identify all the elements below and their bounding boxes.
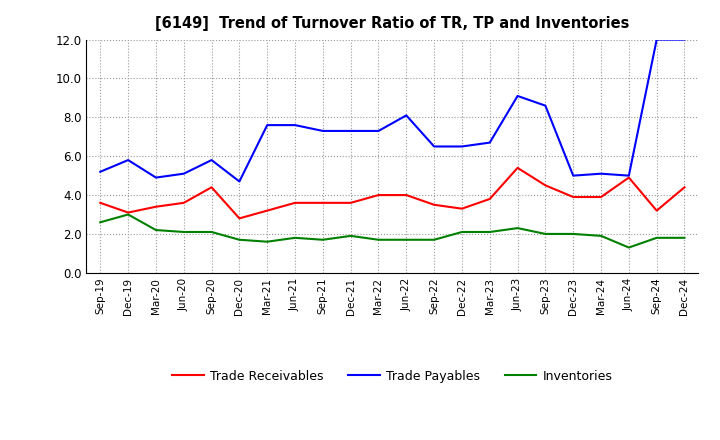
Trade Payables: [318, 128, 327, 134]
Trade Payables: [458, 144, 467, 149]
Inventories: [374, 237, 383, 242]
Trade Payables: [124, 158, 132, 163]
Trade Receivables: [235, 216, 243, 221]
Inventories: [263, 239, 271, 244]
Trade Receivables: [624, 175, 633, 180]
Inventories: [179, 229, 188, 235]
Inventories: [485, 229, 494, 235]
Trade Payables: [152, 175, 161, 180]
Trade Payables: [624, 173, 633, 178]
Trade Payables: [597, 171, 606, 176]
Trade Payables: [430, 144, 438, 149]
Trade Payables: [263, 122, 271, 128]
Trade Receivables: [541, 183, 550, 188]
Trade Payables: [179, 171, 188, 176]
Trade Receivables: [346, 200, 355, 205]
Trade Receivables: [207, 185, 216, 190]
Trade Payables: [513, 93, 522, 99]
Inventories: [402, 237, 410, 242]
Trade Receivables: [318, 200, 327, 205]
Trade Payables: [402, 113, 410, 118]
Inventories: [152, 227, 161, 233]
Trade Receivables: [652, 208, 661, 213]
Inventories: [624, 245, 633, 250]
Trade Payables: [680, 37, 689, 42]
Trade Receivables: [152, 204, 161, 209]
Trade Receivables: [124, 210, 132, 215]
Trade Receivables: [402, 192, 410, 198]
Trade Receivables: [263, 208, 271, 213]
Trade Receivables: [485, 196, 494, 202]
Trade Receivables: [430, 202, 438, 207]
Trade Payables: [652, 37, 661, 42]
Line: Inventories: Inventories: [100, 214, 685, 248]
Line: Trade Payables: Trade Payables: [100, 40, 685, 181]
Trade Payables: [207, 158, 216, 163]
Inventories: [346, 233, 355, 238]
Inventories: [569, 231, 577, 237]
Inventories: [291, 235, 300, 240]
Trade Receivables: [179, 200, 188, 205]
Trade Receivables: [458, 206, 467, 211]
Inventories: [124, 212, 132, 217]
Inventories: [96, 220, 104, 225]
Inventories: [680, 235, 689, 240]
Trade Receivables: [597, 194, 606, 200]
Inventories: [597, 233, 606, 238]
Trade Payables: [485, 140, 494, 145]
Inventories: [318, 237, 327, 242]
Inventories: [541, 231, 550, 237]
Trade Payables: [541, 103, 550, 108]
Trade Receivables: [680, 185, 689, 190]
Legend: Trade Receivables, Trade Payables, Inventories: Trade Receivables, Trade Payables, Inven…: [168, 365, 617, 388]
Trade Receivables: [374, 192, 383, 198]
Inventories: [235, 237, 243, 242]
Trade Payables: [96, 169, 104, 174]
Trade Receivables: [513, 165, 522, 170]
Trade Receivables: [96, 200, 104, 205]
Trade Payables: [346, 128, 355, 134]
Trade Payables: [235, 179, 243, 184]
Inventories: [458, 229, 467, 235]
Trade Payables: [374, 128, 383, 134]
Line: Trade Receivables: Trade Receivables: [100, 168, 685, 218]
Trade Receivables: [569, 194, 577, 200]
Trade Payables: [291, 122, 300, 128]
Title: [6149]  Trend of Turnover Ratio of TR, TP and Inventories: [6149] Trend of Turnover Ratio of TR, TP…: [156, 16, 629, 32]
Inventories: [207, 229, 216, 235]
Inventories: [513, 225, 522, 231]
Inventories: [430, 237, 438, 242]
Trade Payables: [569, 173, 577, 178]
Inventories: [652, 235, 661, 240]
Trade Receivables: [291, 200, 300, 205]
